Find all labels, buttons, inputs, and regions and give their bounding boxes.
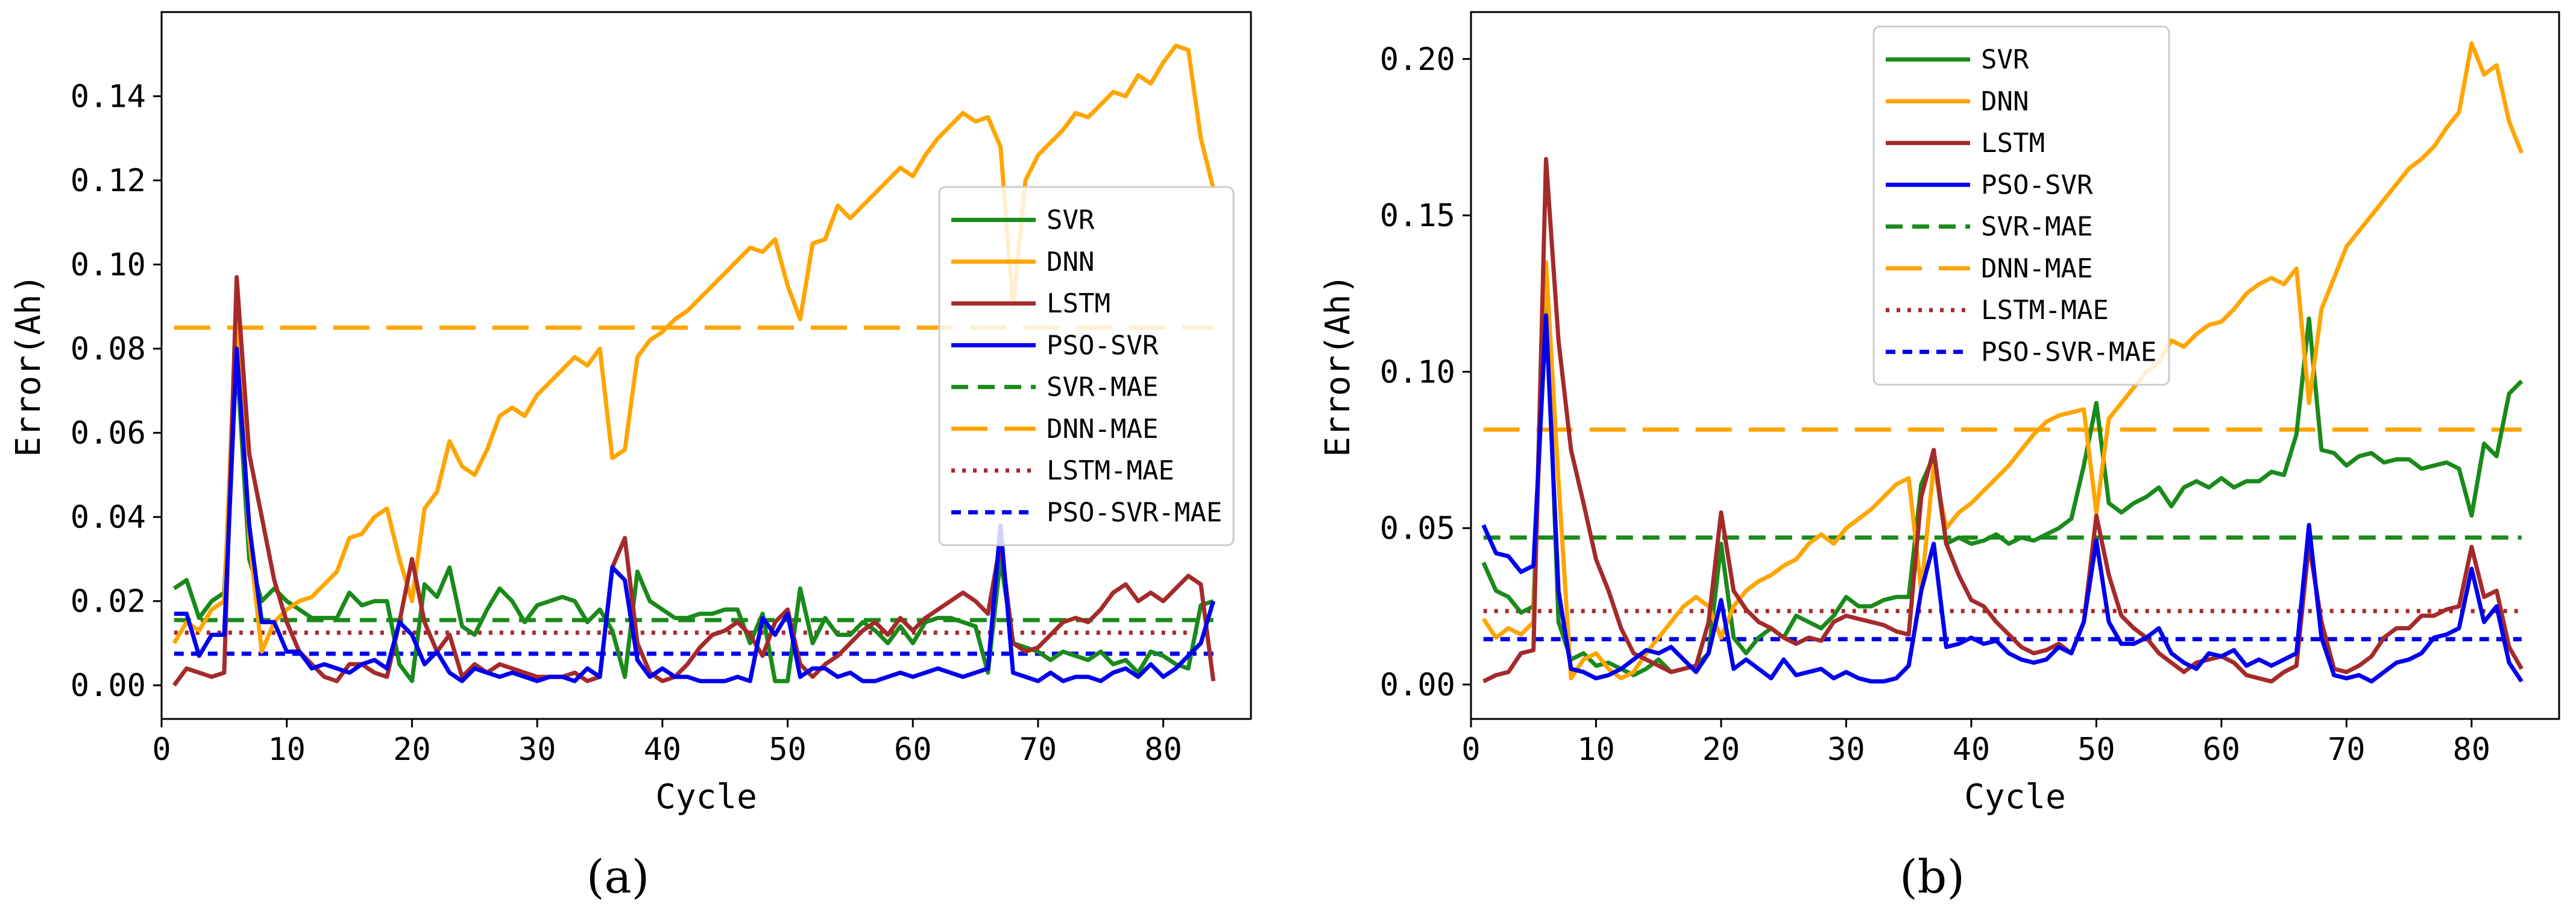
plot-frame	[1470, 11, 2560, 720]
x-tick-label: 40	[1953, 732, 1991, 768]
series-line-dnn	[172, 43, 1216, 654]
series-line-lstm	[172, 275, 1216, 687]
legend-label-dnn-mae: DNN-MAE	[1981, 253, 2093, 284]
x-axis-label: Cycle	[655, 777, 757, 817]
legend-label-lstm-mae: LSTM-MAE	[1047, 455, 1174, 486]
y-tick-label: 0.14	[71, 79, 146, 115]
panel-a: 0 10 20 30 40 50 60 70 80 0.00 0.02 0.04 0.06 0.08 0.1…	[9, 11, 1252, 903]
panel-caption: (a)	[587, 850, 650, 903]
legend-label-svr-mae: SVR-MAE	[1047, 372, 1158, 403]
legend-label-pso-svr-mae: PSO-SVR-MAE	[1047, 497, 1222, 528]
y-tick-label: 0.12	[71, 163, 146, 199]
x-tick-label: 10	[1577, 732, 1615, 768]
panel-caption: (b)	[1900, 850, 1965, 903]
x-tick-label: 40	[643, 732, 681, 768]
y-tick-label: 0.06	[71, 416, 146, 452]
y-tick-label: 0.00	[71, 668, 146, 704]
legend-label-pso-svr: PSO-SVR	[1047, 330, 1159, 361]
series-line-svr	[172, 355, 1214, 683]
legend-box	[1872, 25, 2170, 386]
series-line-lstm	[1482, 157, 2524, 684]
legend-label-svr-mae: SVR-MAE	[1981, 212, 2093, 242]
x-tick-label: 50	[769, 732, 807, 768]
y-tick-label: 0.15	[1380, 198, 1455, 234]
legend-label-lstm: LSTM	[1981, 128, 2045, 159]
x-tick-label: 70	[1019, 732, 1057, 768]
y-tick-label: 0.10	[71, 247, 146, 283]
series-line-dnn	[1481, 41, 2524, 681]
x-axis-label: Cycle	[1964, 777, 2066, 817]
legend-box	[938, 186, 1235, 546]
x-tick-label: 20	[393, 732, 431, 768]
legend-label-dnn: DNN	[1047, 247, 1094, 277]
legend-label-pso-svr: PSO-SVR	[1981, 169, 2093, 200]
x-tick-label: 0	[152, 732, 171, 768]
series-line-pso-svr	[174, 346, 1216, 683]
x-tick-label: 60	[894, 732, 932, 768]
y-tick-label: 0.10	[1380, 354, 1455, 390]
y-axis-label: Error(Ah)	[1318, 274, 1358, 457]
y-tick-label: 0.08	[71, 331, 146, 367]
legend-label-dnn: DNN	[1981, 86, 2029, 117]
x-tick-label: 80	[1144, 732, 1182, 768]
x-tick-label: 30	[518, 732, 556, 768]
y-tick-label: 0.20	[1380, 42, 1455, 78]
y-tick-label: 0.02	[71, 584, 146, 620]
x-tick-label: 0	[1461, 732, 1480, 768]
legend-label-lstm-mae: LSTM-MAE	[1981, 295, 2109, 326]
x-tick-label: 80	[2452, 732, 2490, 768]
legend-label-svr: SVR	[1047, 205, 1095, 236]
legend-label-lstm: LSTM	[1047, 288, 1110, 319]
legend-label-dnn-mae: DNN-MAE	[1047, 414, 1158, 445]
y-tick-label: 0.05	[1380, 511, 1455, 547]
x-tick-label: 20	[1702, 732, 1740, 768]
plot-frame	[160, 11, 1252, 720]
series-line-svr	[1481, 276, 2524, 677]
x-tick-label: 70	[2328, 732, 2366, 768]
panel-b: 0 10 20 30 40 50 60 70 80 0.00 0.05 0.10 0.15 0.20 Cyc…	[1318, 11, 2560, 903]
x-tick-label: 30	[1827, 732, 1865, 768]
y-tick-label: 0.04	[71, 499, 146, 536]
x-tick-label: 60	[2203, 732, 2241, 768]
x-tick-label: 50	[2077, 732, 2115, 768]
y-axis-label: Error(Ah)	[9, 274, 48, 457]
series-line-pso-svr	[1481, 313, 2524, 684]
x-tick-label: 10	[268, 732, 306, 768]
y-tick-label: 0.00	[1380, 667, 1455, 703]
legend-label-svr: SVR	[1981, 45, 2029, 75]
legend-label-pso-svr-mae: PSO-SVR-MAE	[1981, 337, 2156, 367]
